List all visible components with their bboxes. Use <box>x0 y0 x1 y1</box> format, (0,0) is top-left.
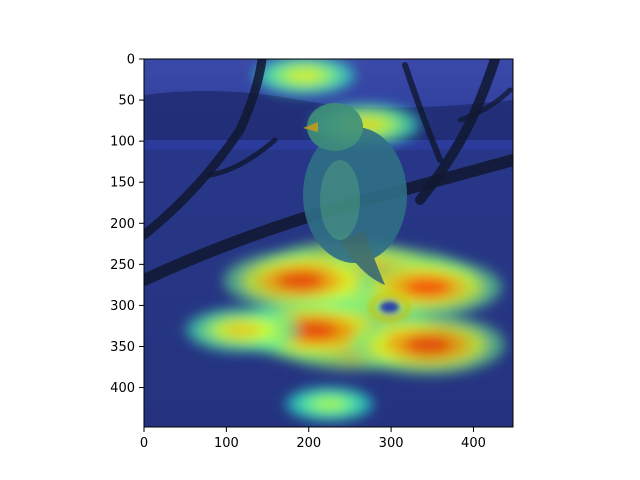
x-tick-label: 0 <box>140 436 148 451</box>
cold-spot <box>368 293 411 322</box>
y-tick-label: 0 <box>127 53 135 68</box>
y-tick-label: 250 <box>110 258 135 273</box>
heat-hotspot-6 <box>403 335 453 355</box>
heatmap-image <box>144 59 513 427</box>
x-tick-label: 100 <box>214 436 239 451</box>
cold-spot-ring <box>368 293 411 322</box>
heat-hotspot-10 <box>315 398 344 410</box>
y-tick-label: 150 <box>110 176 135 191</box>
y-tick-label: 400 <box>110 381 135 396</box>
y-axis: 0 50 100 150 200 250 300 350 400 <box>110 53 144 396</box>
heat-overlay <box>185 59 505 422</box>
y-tick-label: 300 <box>110 299 135 314</box>
heat-hotspot-7 <box>224 322 262 338</box>
y-tick-label: 100 <box>110 135 135 150</box>
bird-silhouette <box>303 103 407 285</box>
x-axis: 0 100 200 300 400 <box>140 427 486 451</box>
x-tick-label: 400 <box>461 436 486 451</box>
cold-spot-core <box>379 300 400 314</box>
y-tick-label: 350 <box>110 340 135 355</box>
y-tick-label: 50 <box>118 94 135 109</box>
x-tick-label: 300 <box>379 436 404 451</box>
heat-hotspot-5 <box>288 320 338 340</box>
x-tick-label: 200 <box>296 436 321 451</box>
y-tick-label: 200 <box>110 217 135 232</box>
plot-frame <box>143 58 514 428</box>
heat-hotspot-3 <box>275 271 326 291</box>
heat-hotspot-2 <box>404 278 452 297</box>
heat-hotspot-9 <box>288 69 321 82</box>
